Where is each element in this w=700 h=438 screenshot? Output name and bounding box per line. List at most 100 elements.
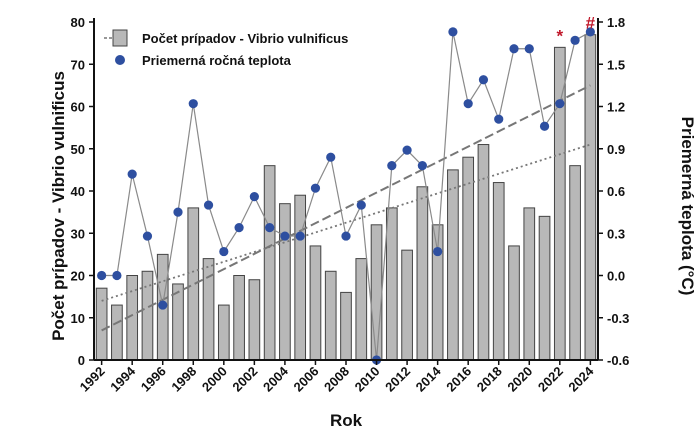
y-left-tick-label: 30 bbox=[71, 226, 85, 241]
y-right-tick-label: 1.2 bbox=[607, 100, 625, 115]
bar bbox=[309, 245, 322, 361]
legend-label-cases: Počet prípadov - Vibrio vulnificus bbox=[142, 31, 348, 46]
temperature-point bbox=[478, 75, 489, 85]
temperature-point bbox=[203, 200, 214, 210]
y-left-tick-label: 50 bbox=[71, 142, 85, 157]
temperature-point bbox=[524, 44, 534, 54]
x-tick-label: 2000 bbox=[199, 364, 230, 395]
temperature-point bbox=[417, 161, 427, 171]
bar bbox=[447, 169, 459, 361]
bar bbox=[462, 156, 475, 361]
x-tick-label: 2010 bbox=[352, 364, 383, 395]
legend-bar-swatch bbox=[112, 29, 128, 47]
y-right-tick-label: 0.9 bbox=[607, 142, 625, 157]
bar bbox=[111, 304, 123, 361]
temperature-point bbox=[463, 99, 473, 109]
temperature-point bbox=[494, 114, 504, 124]
x-tick-label: 1994 bbox=[107, 363, 139, 395]
trendline-dotted bbox=[101, 143, 591, 302]
bar bbox=[584, 34, 597, 361]
y-right-tick-label: 1.8 bbox=[607, 15, 625, 30]
bar bbox=[248, 279, 261, 361]
bar bbox=[416, 186, 429, 361]
bar bbox=[553, 46, 566, 361]
y-right-tick-label: -0.3 bbox=[607, 311, 629, 326]
bar bbox=[508, 245, 520, 361]
temperature-point bbox=[326, 152, 336, 162]
y-right-tick-label: 0.3 bbox=[607, 226, 625, 241]
x-tick-label: 2004 bbox=[260, 363, 292, 395]
temperature-point bbox=[265, 223, 275, 233]
bar bbox=[523, 207, 536, 361]
temperature-point bbox=[448, 27, 458, 37]
temperature-point bbox=[97, 270, 107, 281]
x-tick-label: 1996 bbox=[138, 364, 169, 395]
legend-dot-swatch bbox=[115, 55, 125, 65]
x-tick-label: 1992 bbox=[77, 364, 108, 395]
temperature-point bbox=[219, 246, 229, 257]
bar bbox=[355, 258, 368, 361]
y-left-tick-label: 70 bbox=[71, 57, 85, 72]
bar bbox=[95, 287, 108, 361]
bar bbox=[263, 165, 276, 361]
bar bbox=[492, 182, 505, 361]
bar bbox=[340, 291, 352, 361]
x-tick-label: 2008 bbox=[321, 364, 352, 395]
temperature-point bbox=[509, 44, 519, 54]
x-tick-label: 2002 bbox=[229, 364, 260, 395]
temperature-point bbox=[402, 145, 412, 155]
y-left-tick-label: 20 bbox=[71, 269, 85, 284]
x-tick-label: 2014 bbox=[413, 363, 445, 395]
bar bbox=[370, 224, 383, 361]
y-right-axis-title: Priemerná teplota (°C) bbox=[678, 117, 697, 296]
annotation-marker: # bbox=[586, 14, 596, 33]
legend-label-temperature: Priemerná ročná teplota bbox=[142, 53, 292, 68]
y-left-tick-label: 80 bbox=[71, 15, 85, 30]
y-left-tick-label: 40 bbox=[71, 184, 85, 199]
temperature-point bbox=[234, 223, 244, 233]
bar bbox=[202, 258, 215, 361]
y-left-tick-label: 0 bbox=[78, 353, 85, 368]
y-left-axis-title: Počet prípadov - Vibrio vulnificus bbox=[49, 71, 68, 341]
temperature-point bbox=[127, 169, 137, 179]
temperature-point bbox=[142, 231, 153, 241]
x-tick-label: 2022 bbox=[535, 364, 566, 395]
temperature-point bbox=[112, 270, 122, 281]
temperature-point bbox=[188, 99, 198, 109]
bar bbox=[279, 203, 291, 361]
temperature-point bbox=[555, 99, 565, 109]
temperature-point bbox=[570, 35, 580, 45]
bar bbox=[401, 249, 413, 361]
bar bbox=[569, 165, 581, 361]
x-tick-label: 2024 bbox=[565, 363, 597, 395]
temperature-point bbox=[433, 246, 443, 257]
y-right-tick-label: 1.5 bbox=[607, 57, 625, 72]
temperature-point bbox=[585, 27, 595, 37]
bar bbox=[538, 215, 551, 361]
bar bbox=[172, 283, 184, 361]
x-axis-title: Rok bbox=[330, 411, 363, 430]
temperature-series bbox=[97, 27, 595, 365]
annotation-marker: * bbox=[557, 26, 564, 45]
temperature-point bbox=[295, 231, 305, 241]
bar-series bbox=[95, 34, 597, 361]
y-right-tick-label: 0.0 bbox=[607, 269, 625, 284]
tick-labels: 0 10 20 30 40 50 60 70 80 -0.6 -0.3 0.0 0.3 0.6 0.9 1.2… bbox=[71, 15, 630, 395]
bar bbox=[385, 207, 398, 361]
temperature-point bbox=[356, 200, 366, 210]
temperature-point bbox=[158, 300, 168, 310]
x-tick-label: 2006 bbox=[291, 364, 322, 395]
y-left-tick-label: 60 bbox=[71, 100, 85, 115]
y-right-tick-label: -0.6 bbox=[607, 353, 629, 368]
x-tick-label: 2018 bbox=[474, 364, 505, 395]
bar bbox=[324, 270, 337, 361]
bar bbox=[233, 275, 245, 361]
bar bbox=[141, 270, 154, 361]
bar bbox=[294, 194, 307, 361]
temperature-point bbox=[280, 231, 290, 241]
temperature-point bbox=[387, 161, 397, 171]
annotations: *# bbox=[557, 14, 596, 46]
x-tick-label: 1998 bbox=[168, 364, 199, 395]
trendlines bbox=[101, 84, 591, 332]
x-tick-label: 2012 bbox=[382, 364, 413, 395]
